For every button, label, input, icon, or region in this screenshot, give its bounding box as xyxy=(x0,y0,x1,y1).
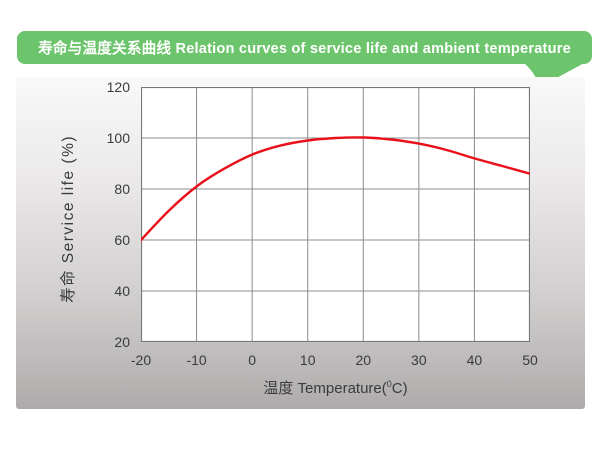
plot-border xyxy=(141,87,530,342)
x-tick-label-50: 50 xyxy=(522,352,538,368)
y-tick-label-100: 100 xyxy=(106,130,130,146)
chart-panel: 20 40 60 80 100 120 -20 -10 0 10 20 30 40 50 温度 Temp… xyxy=(16,77,585,409)
y-tick-label-120: 120 xyxy=(106,79,130,95)
gridlines xyxy=(141,87,530,342)
degree-superscript: 0 xyxy=(386,379,392,389)
x-tick-label--10: -10 xyxy=(186,352,207,368)
service-life-curve xyxy=(141,136,530,242)
chart-title-banner: 寿命与温度关系曲线 Relation curves of service lif… xyxy=(17,31,592,64)
x-tick-label-30: 30 xyxy=(411,352,427,368)
y-axis-title: 寿命 Service life (%) xyxy=(60,134,77,304)
x-tick-label-40: 40 xyxy=(466,352,483,368)
x-tick-label--20: -20 xyxy=(130,352,152,368)
x-tick-label-0: 0 xyxy=(248,352,257,368)
x-tick-label-10: 10 xyxy=(299,352,316,368)
y-tick-label-80: 80 xyxy=(114,181,130,197)
x-axis-title-text: 温度 Temperature( xyxy=(263,380,387,397)
x-axis-title: 温度 Temperature(0C) xyxy=(141,377,530,398)
plot-background xyxy=(141,87,530,342)
x-axis-title-unit: C) xyxy=(391,380,408,397)
y-tick-label-20: 20 xyxy=(114,334,130,350)
chart-title: 寿命与温度关系曲线 Relation curves of service lif… xyxy=(38,41,571,57)
x-tick-label-20: 20 xyxy=(355,352,372,368)
y-tick-label-40: 40 xyxy=(114,283,130,299)
plot-area xyxy=(141,87,530,342)
y-tick-label-60: 60 xyxy=(114,232,130,248)
